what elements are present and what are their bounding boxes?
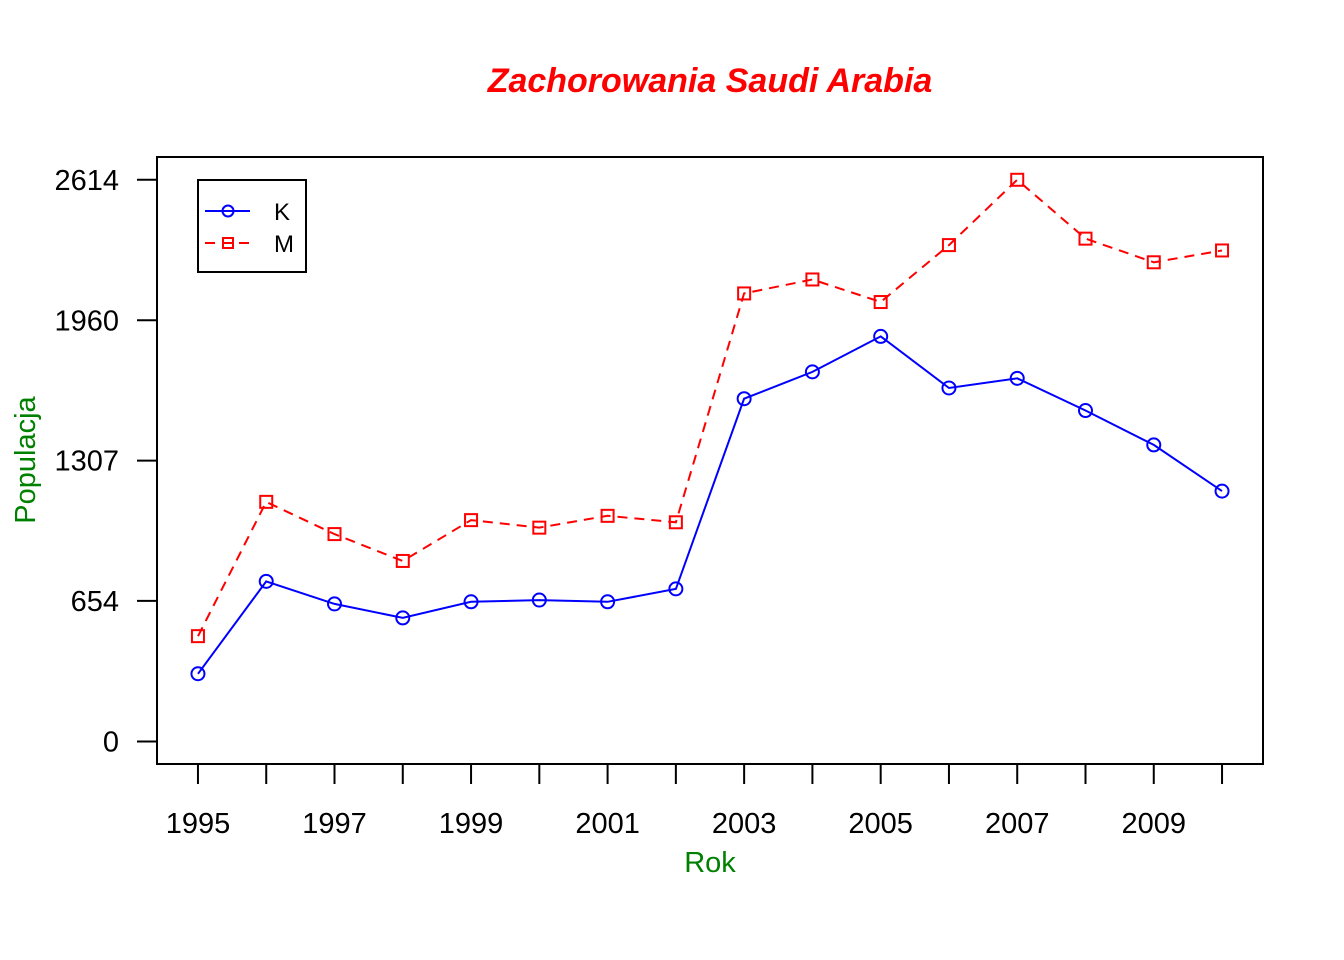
x-tick-label: 1997 xyxy=(302,808,367,840)
x-tick-label: 2001 xyxy=(575,808,640,840)
series-K xyxy=(190,328,1230,682)
series-line xyxy=(197,178,1223,637)
x-axis: 1995 1997 1999 2001 2003 2005 2007 2009 xyxy=(166,763,1224,840)
y-tick-label: 1307 xyxy=(54,446,119,478)
data-point xyxy=(463,594,479,610)
data-point xyxy=(532,520,547,535)
data-point xyxy=(190,629,205,644)
legend-label: M xyxy=(274,231,294,258)
x-tick-label: 2005 xyxy=(848,808,913,840)
data-point xyxy=(531,592,547,608)
data-point xyxy=(1146,437,1162,453)
data-point xyxy=(1009,370,1025,386)
data-point xyxy=(1214,483,1230,499)
x-tick-label: 1995 xyxy=(166,808,231,840)
series-layer xyxy=(190,172,1230,682)
plot-frame xyxy=(156,156,1264,765)
data-point xyxy=(600,594,616,610)
data-point xyxy=(804,364,820,380)
legend-marker xyxy=(222,237,234,249)
data-point xyxy=(1078,231,1093,246)
legend-marker xyxy=(221,204,235,218)
data-point xyxy=(941,380,957,396)
data-point xyxy=(190,666,206,682)
data-point xyxy=(259,494,274,509)
data-point xyxy=(258,573,274,589)
y-tick-label: 2614 xyxy=(54,165,119,197)
data-point xyxy=(1010,172,1025,187)
data-point xyxy=(873,328,889,344)
data-point xyxy=(736,391,752,407)
series-M xyxy=(190,172,1230,644)
data-point xyxy=(1146,255,1161,270)
data-point xyxy=(668,515,683,530)
x-tick-label: 2007 xyxy=(985,808,1050,840)
data-point xyxy=(395,610,411,626)
data-point xyxy=(464,513,479,528)
y-tick-label: 0 xyxy=(103,726,119,758)
x-tick-label: 2003 xyxy=(712,808,777,840)
y-axis: 0 654 1307 1960 2614 xyxy=(54,165,158,758)
series-line xyxy=(197,335,1223,675)
legend-label: K xyxy=(274,199,290,226)
data-point xyxy=(941,238,956,253)
chart-title: Zachorowania Saudi Arabia xyxy=(487,62,933,100)
data-point xyxy=(600,508,615,523)
x-tick-label: 1999 xyxy=(439,808,504,840)
data-point xyxy=(805,272,820,287)
data-point xyxy=(1215,243,1230,258)
data-point xyxy=(327,596,343,612)
legend-box xyxy=(197,179,307,273)
data-point xyxy=(327,527,342,542)
x-axis-label: Rok xyxy=(684,847,736,879)
data-point xyxy=(668,581,684,597)
legend: KM xyxy=(197,179,307,273)
data-point xyxy=(395,553,410,568)
data-point xyxy=(873,295,888,310)
data-point xyxy=(1077,403,1093,419)
data-point xyxy=(737,286,752,301)
y-tick-label: 1960 xyxy=(54,305,119,337)
x-tick-label: 2009 xyxy=(1122,808,1187,840)
y-tick-label: 654 xyxy=(71,586,119,618)
y-axis-label: Populacja xyxy=(10,395,42,523)
